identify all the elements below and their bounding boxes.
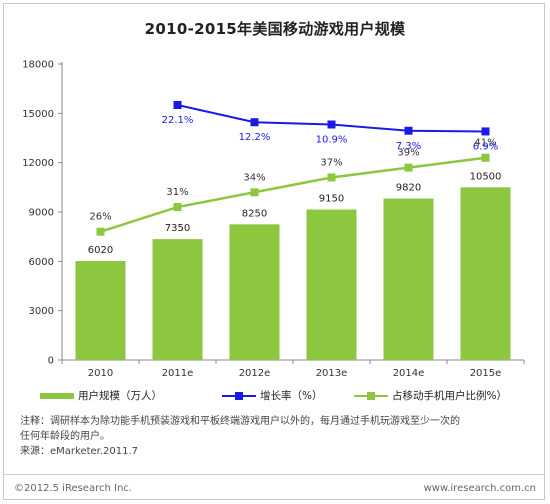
x-tick-label: 2015e xyxy=(470,368,502,379)
bar xyxy=(383,198,434,360)
y-tick-label: 6000 xyxy=(29,257,54,268)
share-point xyxy=(327,173,336,182)
bar xyxy=(306,209,357,360)
legend-label-growth: 增长率（%） xyxy=(260,390,323,402)
growth-point xyxy=(404,126,413,135)
growth-data-label: 22.1% xyxy=(162,115,194,126)
legend-swatch-share xyxy=(354,391,388,401)
y-tick-label: 9000 xyxy=(29,208,54,219)
share-data-label: 34% xyxy=(243,172,265,183)
bar-data-label: 9150 xyxy=(319,194,344,205)
share-point xyxy=(96,227,105,236)
bar-data-label: 10500 xyxy=(470,171,502,182)
growth-data-label: 6.9% xyxy=(473,141,498,152)
share-data-label: 37% xyxy=(320,157,342,168)
chart-legend: 用户规模（万人） 增长率（%） 占移动手机用户比例%） xyxy=(4,388,544,406)
growth-data-label: 12.2% xyxy=(239,132,271,143)
growth-point xyxy=(250,118,259,127)
growth-data-label: 10.9% xyxy=(316,134,348,145)
share-point xyxy=(250,188,259,197)
share-point xyxy=(173,203,182,212)
legend-label-bar: 用户规模（万人） xyxy=(78,390,162,402)
legend-swatch-growth xyxy=(222,391,256,401)
share-point xyxy=(404,163,413,172)
note-line-2: 任何年龄段的用户。 xyxy=(20,431,110,442)
legend-label-share: 占移动手机用户比例%） xyxy=(392,390,507,402)
x-tick-label: 2014e xyxy=(393,368,425,379)
share-line xyxy=(100,156,486,233)
chart-notes: 注释：调研样本为除功能手机预装游戏和平板终端游戏用户以外的，每月通过手机玩游戏至… xyxy=(20,414,532,459)
growth-data-label: 7.3% xyxy=(396,141,421,152)
website-text: www.iresearch.com.cn xyxy=(423,483,536,494)
bar-data-label: 6020 xyxy=(88,245,113,256)
bar xyxy=(460,187,511,360)
growth-point xyxy=(327,120,336,129)
share-data-label: 39% xyxy=(397,148,419,159)
legend-item-share: 占移动手机用户比例%） xyxy=(354,388,507,403)
y-tick-label: 3000 xyxy=(29,306,54,317)
bar-data-label: 7350 xyxy=(165,223,190,234)
bar xyxy=(75,261,126,360)
page-footer: ©2012.5 iResearch Inc. www.iresearch.com… xyxy=(4,474,544,499)
bar xyxy=(229,224,280,360)
chart-svg: 0 3000 6000 9000 12000 15000 18000 2010 2011e 201… xyxy=(22,60,525,379)
x-tick-label: 2010 xyxy=(88,368,113,379)
chart-frame: 2010-2015年美国移动游戏用户规模 0 3000 6000 9000 12000 1… xyxy=(3,3,545,500)
y-tick-label: 18000 xyxy=(22,60,54,71)
bar-data-label: 9820 xyxy=(396,183,421,194)
y-tick-label: 12000 xyxy=(22,158,54,169)
note-line-1: 注释：调研样本为除功能手机预装游戏和平板终端游戏用户以外的，每月通过手机玩游戏至… xyxy=(20,416,460,427)
legend-item-growth: 增长率（%） xyxy=(222,388,322,403)
growth-point xyxy=(173,101,182,109)
y-tick-label: 0 xyxy=(48,356,54,367)
legend-swatch-bar xyxy=(40,391,74,401)
x-tick-label: 2011e xyxy=(162,368,194,379)
growth-point xyxy=(481,127,490,136)
x-tick-label: 2013e xyxy=(316,368,348,379)
share-point xyxy=(481,153,490,162)
copyright-text: ©2012.5 iResearch Inc. xyxy=(14,483,132,494)
legend-item-bar: 用户规模（万人） xyxy=(40,388,162,403)
x-tick-label: 2012e xyxy=(239,368,271,379)
bar xyxy=(152,239,203,360)
share-data-label: 41% xyxy=(474,138,496,149)
bar-data-label: 8250 xyxy=(242,208,267,219)
share-data-label: 31% xyxy=(166,187,188,198)
chart-title: 2010-2015年美国移动游戏用户规模 xyxy=(144,20,406,38)
note-source: 来源：eMarketer.2011.7 xyxy=(20,446,139,457)
share-data-label: 26% xyxy=(89,212,111,223)
y-tick-label: 15000 xyxy=(22,109,54,120)
